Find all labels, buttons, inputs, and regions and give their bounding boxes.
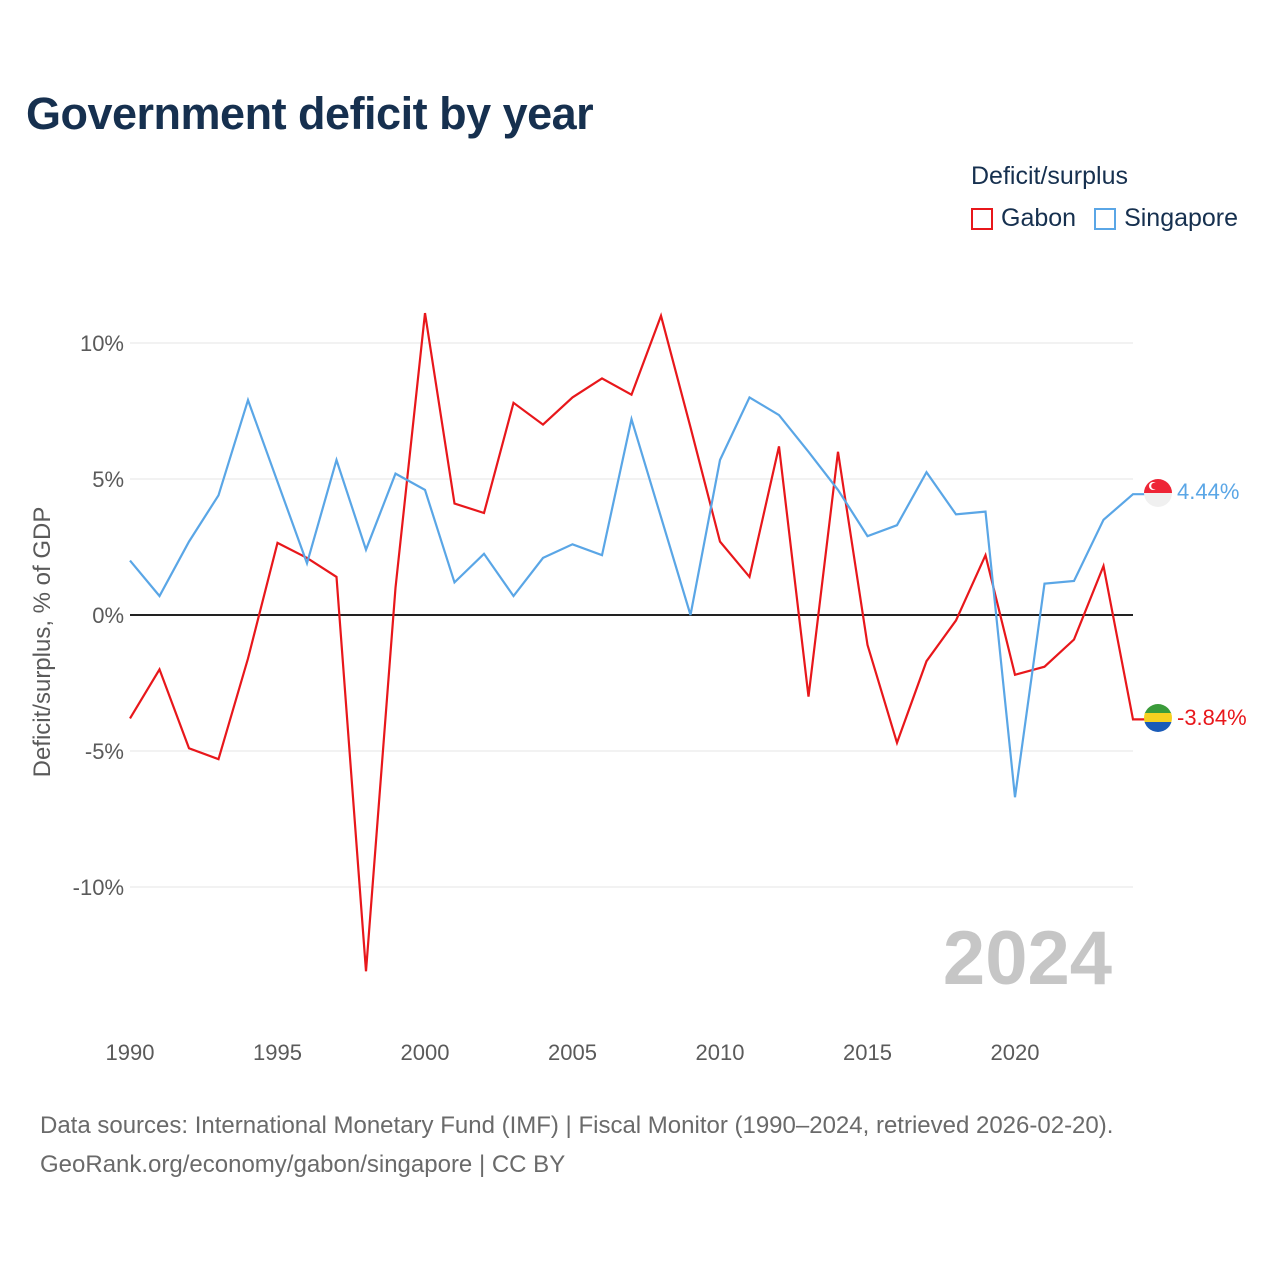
chart-title: Government deficit by year	[26, 88, 594, 139]
x-tick-label: 1990	[106, 1040, 155, 1065]
attribution-text: GeoRank.org/economy/gabon/singapore | CC…	[40, 1151, 566, 1178]
year-watermark: 2024	[943, 916, 1112, 1001]
x-tick-label: 2020	[991, 1040, 1040, 1065]
legend: Gabon Singapore	[971, 204, 1256, 233]
singapore-flag-icon	[1144, 479, 1172, 507]
y-tick-label: 5%	[92, 467, 124, 492]
series-line-singapore[interactable]	[129, 395, 1145, 798]
y-tick-label: 0%	[92, 603, 124, 628]
legend-label-singapore: Singapore	[1124, 204, 1239, 232]
gabon-end-label: -3.84%	[1177, 705, 1247, 730]
y-axis-ticks: 10% 5% 0% -5% -10%	[73, 331, 124, 900]
y-tick-label: 10%	[80, 331, 124, 356]
line-chart: 10% 5% 0% -5% -10% 1990 1995 2000 2005 2010 2015 2…	[29, 312, 1247, 1065]
x-axis-ticks: 1990 1995 2000 2005 2010 2015 2020	[106, 1040, 1040, 1065]
series-lines	[129, 312, 1145, 972]
legend-item-gabon[interactable]: Gabon	[971, 204, 1076, 233]
footer: Data sources: International Monetary Fun…	[40, 1106, 1113, 1184]
x-tick-label: 2010	[696, 1040, 745, 1065]
legend-swatch-singapore	[1094, 207, 1117, 230]
y-tick-label: -5%	[85, 739, 124, 764]
singapore-end-label: 4.44%	[1177, 479, 1239, 504]
y-axis-title: Deficit/surplus, % of GDP	[29, 507, 56, 778]
legend-swatch-gabon	[971, 207, 993, 230]
x-tick-label: 2000	[401, 1040, 450, 1065]
legend-label-gabon: Gabon	[1001, 204, 1077, 232]
data-source-text: Data sources: International Monetary Fun…	[40, 1112, 1114, 1139]
x-tick-label: 2005	[548, 1040, 597, 1065]
x-tick-label: 1995	[253, 1040, 302, 1065]
gabon-flag-icon	[1144, 704, 1172, 732]
gridlines	[130, 342, 1133, 888]
legend-item-singapore[interactable]: Singapore	[1094, 204, 1238, 233]
legend-title: Deficit/surplus	[971, 162, 1128, 190]
x-tick-label: 2015	[843, 1040, 892, 1065]
series-line-gabon[interactable]	[129, 312, 1145, 972]
y-tick-label: -10%	[73, 875, 124, 900]
